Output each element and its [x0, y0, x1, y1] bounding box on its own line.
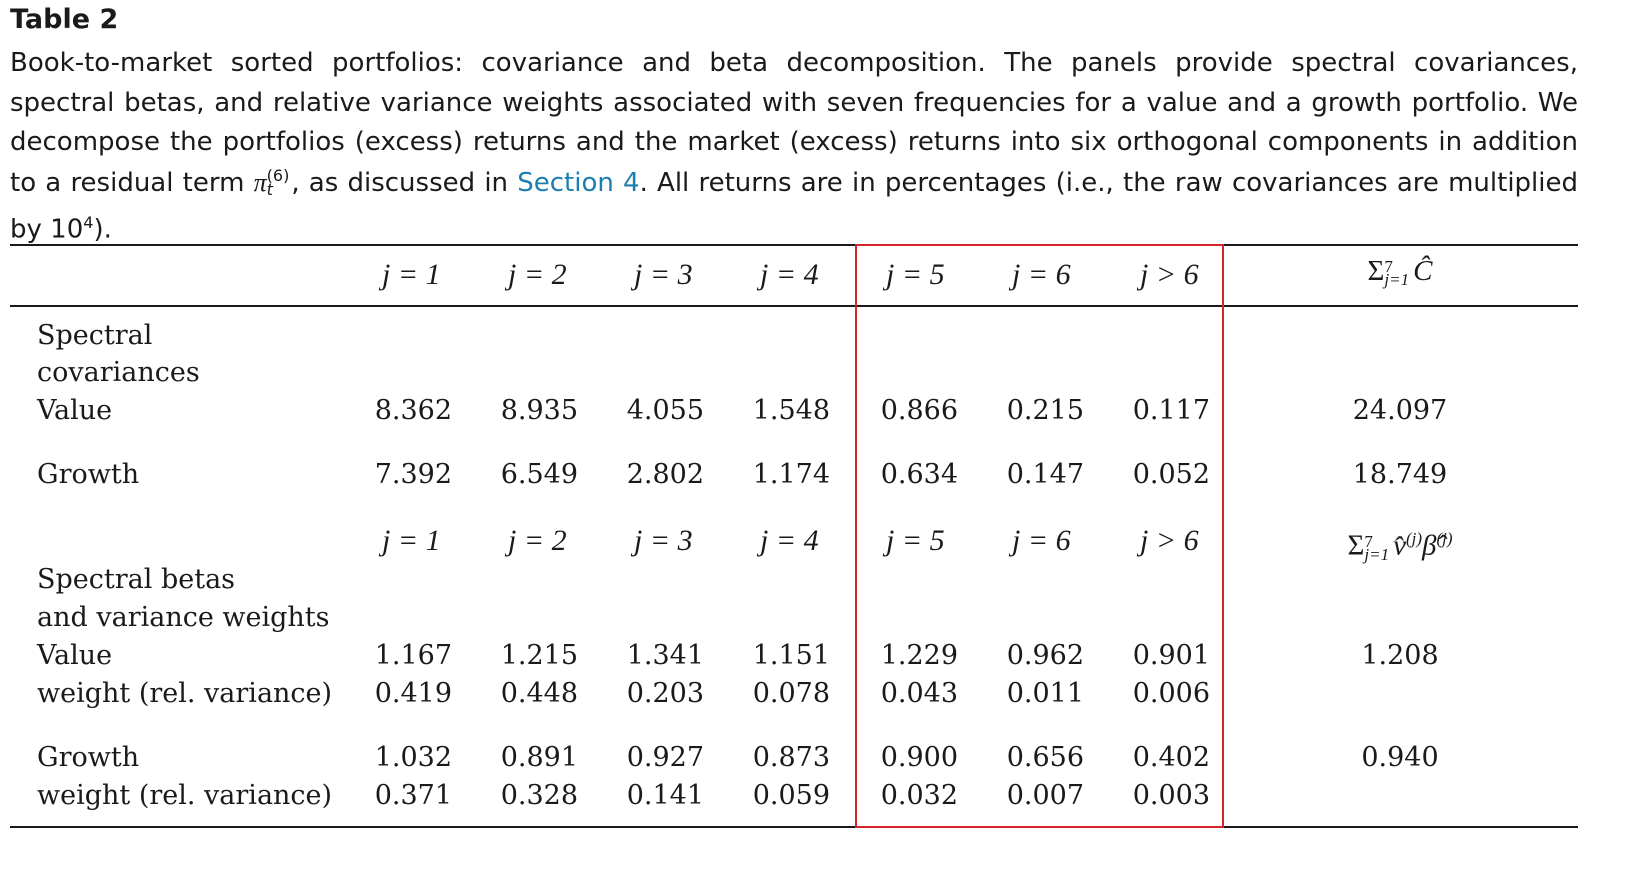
panel-2-row-1-value-5: 1.229: [880, 640, 958, 671]
header-2-col-2: j = 2: [508, 524, 567, 557]
header-2-col-3: j = 3: [634, 524, 693, 557]
table-title: Table 2: [10, 4, 119, 35]
panel-1-row-2-value-6: 0.147: [1006, 459, 1084, 490]
top-rule: [10, 244, 1578, 246]
header-1-col-2: j = 2: [508, 258, 567, 291]
panel-2-row-4-value-5: 0.032: [880, 780, 958, 811]
panel-2-row-1-value-7: 0.901: [1132, 640, 1210, 671]
panel-1-label-line-2: covariances: [37, 357, 200, 388]
panel-2-row-3-label: Growth: [37, 742, 140, 773]
panel-2-row-4-value-4: 0.059: [752, 780, 830, 811]
panel-2-row-3-sum: 0.940: [1361, 742, 1439, 773]
panel-1-row-2-label: Growth: [37, 459, 140, 490]
panel-2-row-1-value-4: 1.151: [752, 640, 830, 671]
panel-2-row-3-value-1: 1.032: [374, 742, 452, 773]
header-1-col-6: j = 6: [1012, 258, 1071, 291]
panel-1-row-1-label: Value: [37, 395, 113, 426]
panel-2-row-2-value-6: 0.011: [1006, 678, 1084, 709]
header-2-col-5: j = 5: [886, 524, 945, 557]
panel-1-row-1-value-1: 8.362: [374, 395, 452, 426]
panel-2-label-line-2: and variance weights: [37, 602, 330, 633]
panel-2-row-1-value-2: 1.215: [500, 640, 578, 671]
bottom-rule: [10, 826, 1578, 828]
panel-2-row-4-value-7: 0.003: [1132, 780, 1210, 811]
panel-2-row-4-value-2: 0.328: [500, 780, 578, 811]
panel-2-row-2-value-5: 0.043: [880, 678, 958, 709]
panel-2-row-3-value-3: 0.927: [626, 742, 704, 773]
panel-1-row-1-value-6: 0.215: [1006, 395, 1084, 426]
panel-1-row-2-value-7: 0.052: [1132, 459, 1210, 490]
panel-1-row-2-value-5: 0.634: [880, 459, 958, 490]
panel-2-row-1-label: Value: [37, 640, 113, 671]
panel-2-row-1-sum: 1.208: [1361, 640, 1439, 671]
panel-2-row-1-value-6: 0.962: [1006, 640, 1084, 671]
panel-2-row-3-value-6: 0.656: [1006, 742, 1084, 773]
panel-1-row-1-value-2: 8.935: [500, 395, 578, 426]
panel-1-row-2-value-4: 1.174: [752, 459, 830, 490]
header-1-col-3: j = 3: [634, 258, 693, 291]
panel-2-row-4-value-1: 0.371: [374, 780, 452, 811]
panel-2-row-2-value-7: 0.006: [1132, 678, 1210, 709]
table-caption: Book-to-market sorted portfolios: covari…: [10, 48, 1578, 245]
section-link[interactable]: Section 4: [517, 167, 640, 198]
panel-2-row-3-value-5: 0.900: [880, 742, 958, 773]
header-2-col-1: j = 1: [382, 524, 441, 557]
panel-1-row-1-value-7: 0.117: [1132, 395, 1210, 426]
panel-2-row-2-value-3: 0.203: [626, 678, 704, 709]
panel-2-row-3-value-2: 0.891: [500, 742, 578, 773]
panel-2-row-1-value-1: 1.167: [374, 640, 452, 671]
panel-2-row-3-value-7: 0.402: [1132, 742, 1210, 773]
panel-2-row-4-value-3: 0.141: [626, 780, 704, 811]
header-1-col-5: j = 5: [886, 258, 945, 291]
panel-2-row-2-label: weight (rel. variance): [37, 678, 333, 709]
panel-2-row-4-label: weight (rel. variance): [37, 780, 333, 811]
panel-1-row-1-value-3: 4.055: [626, 395, 704, 426]
panel-1-row-1-value-5: 0.866: [880, 395, 958, 426]
header-2-col-7: j > 6: [1140, 524, 1199, 557]
header-2-col-4: j = 4: [760, 524, 819, 557]
panel-1-row-2-value-2: 6.549: [500, 459, 578, 490]
panel-2-row-2-value-1: 0.419: [374, 678, 452, 709]
panel-1-row-1-sum: 24.097: [1352, 395, 1448, 426]
header-rule: [10, 305, 1578, 307]
highlight-box: [855, 244, 1224, 828]
panel-2-row-1-value-3: 1.341: [626, 640, 704, 671]
header-1-col-4: j = 4: [760, 258, 819, 291]
header-1-col-1: j = 1: [382, 258, 441, 291]
sum-header-1: Σ 7 j=1 Ĉ: [1367, 255, 1433, 290]
pi-symbol: π: [253, 167, 267, 197]
panel-1-row-2-value-3: 2.802: [626, 459, 704, 490]
panel-2-row-2-value-2: 0.448: [500, 678, 578, 709]
header-1-col-7: j > 6: [1140, 258, 1199, 291]
panel-2-label-line-1: Spectral betas: [37, 564, 236, 595]
panel-1-row-2-sum: 18.749: [1352, 459, 1448, 490]
panel-1-row-2-value-1: 7.392: [374, 459, 452, 490]
panel-2-row-2-value-4: 0.078: [752, 678, 830, 709]
panel-1-label-line-1: Spectral: [37, 320, 153, 351]
panel-1-row-1-value-4: 1.548: [752, 395, 830, 426]
panel-2-row-3-value-4: 0.873: [752, 742, 830, 773]
sum-header-2: Σ 7 j=1 v̂(j)β̂(j): [1347, 529, 1453, 564]
panel-2-row-4-value-6: 0.007: [1006, 780, 1084, 811]
header-2-col-6: j = 6: [1012, 524, 1071, 557]
